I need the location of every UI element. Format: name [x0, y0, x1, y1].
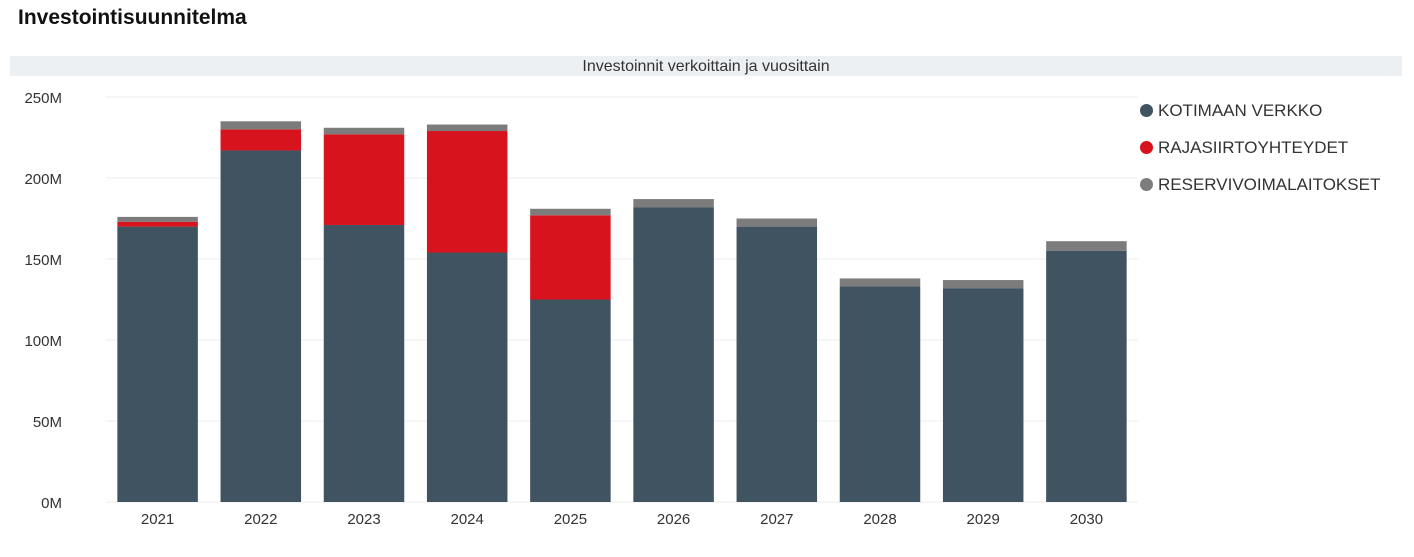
chart-title: Investoinnit verkoittain ja vuosittain — [10, 56, 1402, 76]
bar-segment — [942, 280, 1024, 289]
x-tick-label: 2021 — [141, 511, 174, 528]
bar-segment — [426, 252, 508, 502]
bar-segment — [426, 131, 508, 253]
x-tick-label: 2028 — [863, 511, 896, 528]
y-tick-label: 150M — [24, 252, 62, 269]
bar-segment — [117, 216, 198, 222]
legend-label: KOTIMAAN VERKKO — [1158, 100, 1323, 120]
x-tick-label: 2023 — [347, 511, 380, 528]
bar-segment — [1046, 250, 1127, 502]
bar-segment — [117, 221, 198, 227]
bar-segment — [839, 278, 921, 287]
bar-segment — [530, 215, 611, 300]
x-tick-label: 2022 — [244, 511, 277, 528]
x-tick-label: 2024 — [451, 511, 484, 528]
legend-item[interactable]: RESERVIVOIMALAITOKSET — [1140, 166, 1380, 203]
page-title: Investointisuunnitelma — [18, 6, 247, 29]
legend-marker — [1140, 178, 1153, 191]
legend-item[interactable]: RAJASIIRTOYHTEYDET — [1140, 129, 1380, 166]
legend-label: RESERVIVOIMALAITOKSET — [1158, 174, 1381, 194]
y-tick-label: 0M — [41, 495, 62, 512]
bar-segment — [942, 288, 1024, 502]
x-tick-label: 2030 — [1070, 511, 1103, 528]
x-tick-label: 2029 — [967, 511, 1000, 528]
bar-segment — [530, 299, 611, 502]
bar-segment — [736, 218, 818, 227]
bar-segment — [633, 207, 714, 502]
y-tick-label: 50M — [33, 414, 62, 431]
x-tick-label: 2027 — [760, 511, 793, 528]
bar-segment — [736, 226, 818, 502]
bar-segment — [633, 199, 714, 208]
legend-item[interactable]: KOTIMAAN VERKKO — [1140, 92, 1380, 129]
legend-marker — [1140, 104, 1153, 117]
legend-label: RAJASIIRTOYHTEYDET — [1158, 137, 1349, 157]
y-tick-label: 250M — [24, 90, 62, 107]
bar-segment — [323, 134, 405, 225]
bar-segment — [839, 286, 921, 502]
bar-segment — [530, 208, 611, 216]
bar-segment — [220, 121, 302, 130]
bar-segment — [1046, 241, 1127, 251]
y-tick-label: 200M — [24, 171, 62, 188]
bar-segment — [117, 226, 198, 502]
bar-segment — [323, 224, 405, 503]
y-tick-label: 100M — [24, 333, 62, 350]
legend-marker — [1140, 141, 1153, 154]
bar-segment — [323, 127, 405, 135]
bar-segment — [426, 124, 508, 132]
chart-legend: KOTIMAAN VERKKO RAJASIIRTOYHTEYDET RESERVI… — [1140, 92, 1380, 203]
bar-segment — [220, 129, 302, 151]
bar-segment — [220, 150, 302, 502]
x-tick-label: 2025 — [554, 511, 587, 528]
x-tick-label: 2026 — [657, 511, 690, 528]
